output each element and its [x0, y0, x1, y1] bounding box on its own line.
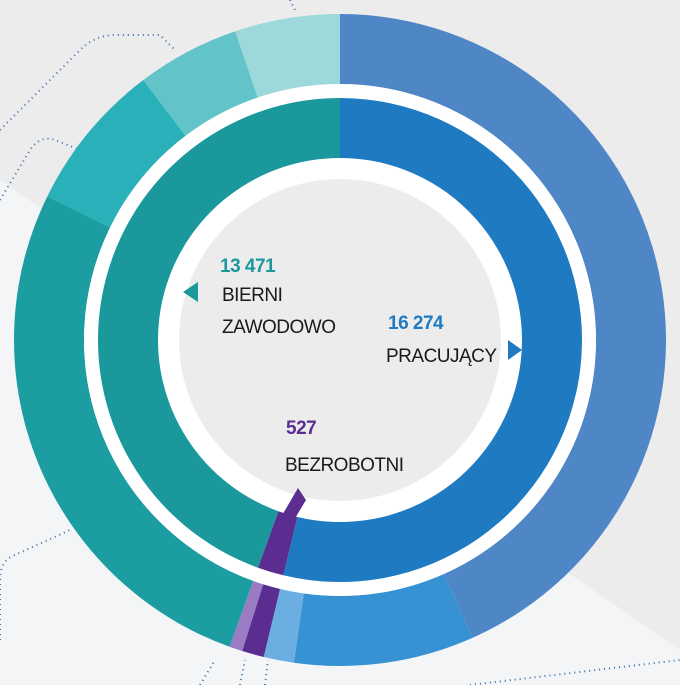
- category-label: BEZROBOTNI: [285, 455, 404, 476]
- pointer: [183, 282, 198, 302]
- inner-segment: [283, 98, 582, 583]
- outer-segment: [143, 31, 258, 136]
- value-label: 527: [286, 418, 317, 439]
- outer-segment: [263, 588, 304, 663]
- outer-segment: [242, 584, 281, 657]
- pointer: [508, 340, 522, 360]
- outer-segment: [293, 573, 473, 666]
- outer-segment: [229, 580, 264, 651]
- value-label: 16 274: [388, 313, 444, 334]
- outer-segment: [235, 14, 340, 98]
- value-label: 13 471: [220, 256, 276, 277]
- category-label: PRACUJĄCY: [386, 346, 497, 367]
- outer-segment: [13, 196, 254, 647]
- category-label: BIERNI ZAWODOWO: [222, 285, 336, 338]
- outer-segment: [340, 14, 666, 638]
- pointer: [270, 488, 306, 540]
- outer-segment: [47, 80, 186, 228]
- center-disk: [179, 179, 501, 501]
- inner-segment: [98, 98, 340, 568]
